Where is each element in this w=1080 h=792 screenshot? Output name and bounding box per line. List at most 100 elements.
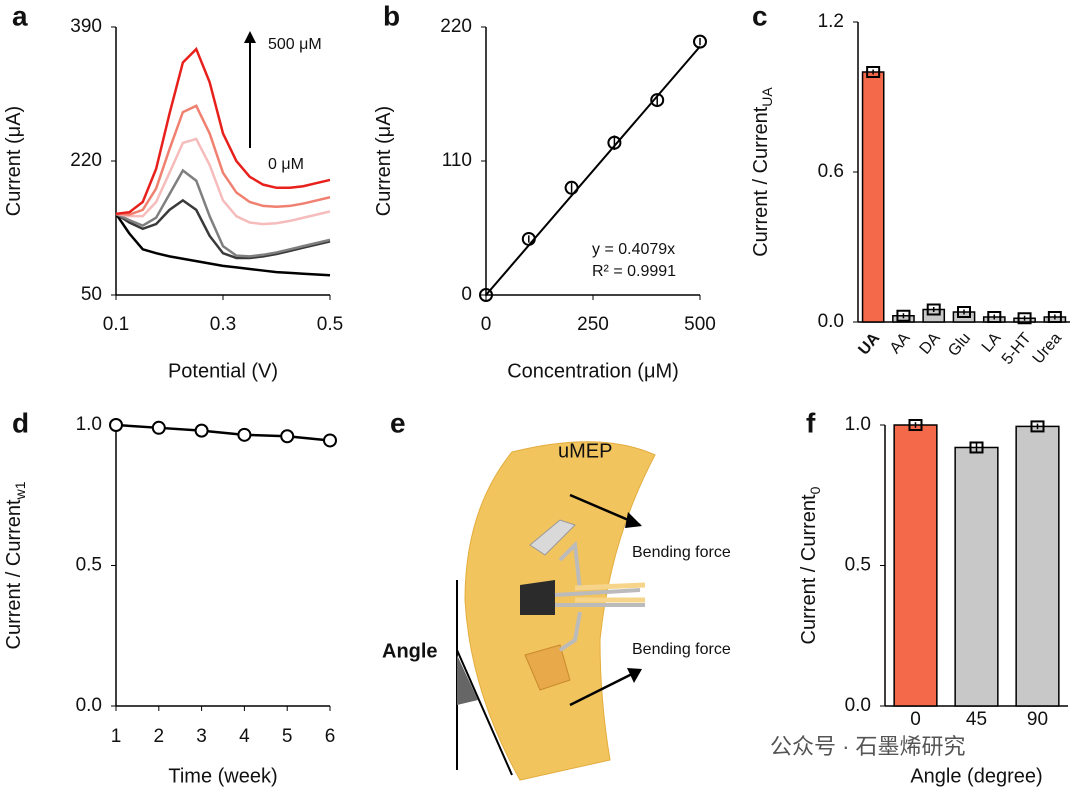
- x-tick-label: 6: [325, 726, 336, 747]
- x-tick-label: 5-HT: [999, 330, 1035, 368]
- series-line: [115, 423, 331, 442]
- y-axis-label: Current / Current0: [798, 486, 822, 644]
- x-tick-label: 2: [154, 726, 165, 747]
- bar-marker: [957, 306, 971, 318]
- x-tick-label: DA: [917, 330, 945, 358]
- panel: b 0 110 220 0 250 500 Concentration (μM) Current…: [373, 0, 716, 382]
- bar-marker: [896, 309, 911, 322]
- x-tick-label: LA: [979, 330, 1005, 356]
- y-axis-label-sub: w1: [12, 481, 28, 500]
- device: [464, 441, 656, 781]
- panel-letter: c: [752, 0, 768, 31]
- marker: [237, 427, 252, 442]
- x-tick-label: 90: [1027, 709, 1048, 730]
- panel-letter: d: [12, 407, 29, 438]
- bar-marker: [926, 303, 941, 316]
- y-tick-label: 0.5: [76, 555, 102, 576]
- marker: [109, 418, 123, 432]
- x-tick-label: 5: [282, 726, 293, 747]
- point: [564, 180, 579, 195]
- x-tick-label: AA: [887, 330, 914, 358]
- series-line: [115, 198, 331, 260]
- x-axis-label: Potential (V): [168, 360, 278, 382]
- series-line: [115, 104, 331, 216]
- y-tick-label: 1.2: [818, 11, 844, 32]
- bar-marker: [969, 441, 984, 454]
- marker: [323, 433, 337, 448]
- y-axis-label-text: Current (μA): [373, 106, 395, 216]
- annotation-arrow-head: [244, 31, 256, 43]
- y-axis-label: Current / Currentw1: [3, 481, 27, 649]
- series-line: [114, 213, 331, 277]
- annotation: 500 μM: [268, 36, 322, 53]
- angle-label: Angle: [382, 640, 438, 662]
- x-tick-label: 0.1: [103, 314, 129, 335]
- x-tick-label: 4: [239, 726, 250, 747]
- series-line: [115, 168, 331, 258]
- point: [521, 231, 536, 246]
- x-axis-label: Concentration (μM): [507, 360, 679, 382]
- marker: [151, 420, 166, 435]
- y-tick-label: 0.0: [818, 311, 844, 332]
- y-tick-label: 110: [442, 150, 472, 171]
- x-tick-label: 0: [910, 709, 921, 730]
- panel-e: e uMEP Bending force Bending force Angle: [382, 407, 731, 781]
- panel: d 0.0 0.5 1.0 1 2 3 4 5 6 Time (week) Current / Cur…: [3, 407, 337, 787]
- bar-marker: [1030, 420, 1045, 433]
- x-tick-label: 0.5: [317, 314, 343, 335]
- point: [650, 93, 665, 108]
- point: [479, 288, 493, 302]
- y-tick-label: 1.0: [76, 414, 102, 435]
- angle-wedge: [457, 655, 478, 705]
- y-tick-label: 220: [70, 150, 102, 171]
- bar-marker: [866, 66, 881, 78]
- fit-line: [485, 45, 701, 296]
- annotation: R² = 0.9991: [592, 263, 676, 280]
- panel-letter: e: [390, 407, 406, 438]
- x-tick-label: Urea: [1030, 330, 1065, 368]
- series-line: [115, 46, 331, 216]
- force-label: Bending force: [632, 641, 731, 658]
- marker: [194, 423, 209, 438]
- device-title: uMEP: [558, 440, 612, 462]
- bar-marker: [987, 311, 1002, 323]
- bar: [861, 71, 885, 323]
- panel: a 50 220 390 0.1 0.3 0.5 Potential (V) Current (…: [3, 0, 343, 382]
- bar: [1015, 425, 1060, 707]
- y-axis-label-text: Current / Current: [3, 499, 25, 649]
- y-axis-label: Current (μA): [373, 106, 395, 216]
- y-axis-label-text: Current (μA): [3, 106, 25, 216]
- panel: f 0.0 0.5 1.0 Angle (degree) Current / Curren…: [798, 407, 1068, 787]
- bar-marker: [1047, 311, 1062, 323]
- bar-marker: [1017, 312, 1032, 325]
- y-axis-label-sub: UA: [759, 87, 775, 107]
- force-label: Bending force: [632, 544, 731, 561]
- x-tick-label: 0.3: [210, 314, 236, 335]
- y-axis-label: Current (μA): [3, 106, 25, 216]
- point: [693, 34, 707, 49]
- x-tick-label: UA: [855, 329, 883, 358]
- x-tick-label: 250: [577, 314, 609, 335]
- y-tick-label: 220: [440, 16, 472, 37]
- watermark: 公众号 · 石墨烯研究: [770, 734, 966, 759]
- bar: [893, 424, 938, 707]
- panel-letter: b: [383, 0, 400, 31]
- y-tick-label: 390: [70, 16, 102, 37]
- x-axis-label: Angle (degree): [910, 765, 1042, 787]
- panel-letter: f: [806, 407, 816, 438]
- y-tick-label: 0.0: [845, 695, 871, 716]
- bar-marker: [908, 419, 923, 431]
- y-tick-label: 50: [81, 284, 102, 305]
- y-tick-label: 0.6: [818, 161, 844, 182]
- panel-letter: a: [12, 0, 28, 31]
- bar: [954, 446, 999, 707]
- y-axis-label: Current / CurrentUA: [750, 87, 774, 257]
- y-axis-label-text: Current / Current: [798, 494, 820, 644]
- x-axis-label: Time (week): [168, 765, 277, 787]
- series-line: [115, 137, 331, 226]
- x-tick-label: Glu: [945, 330, 974, 360]
- y-axis-label-text: Current / Current: [750, 106, 772, 256]
- y-tick-label: 0.5: [845, 555, 871, 576]
